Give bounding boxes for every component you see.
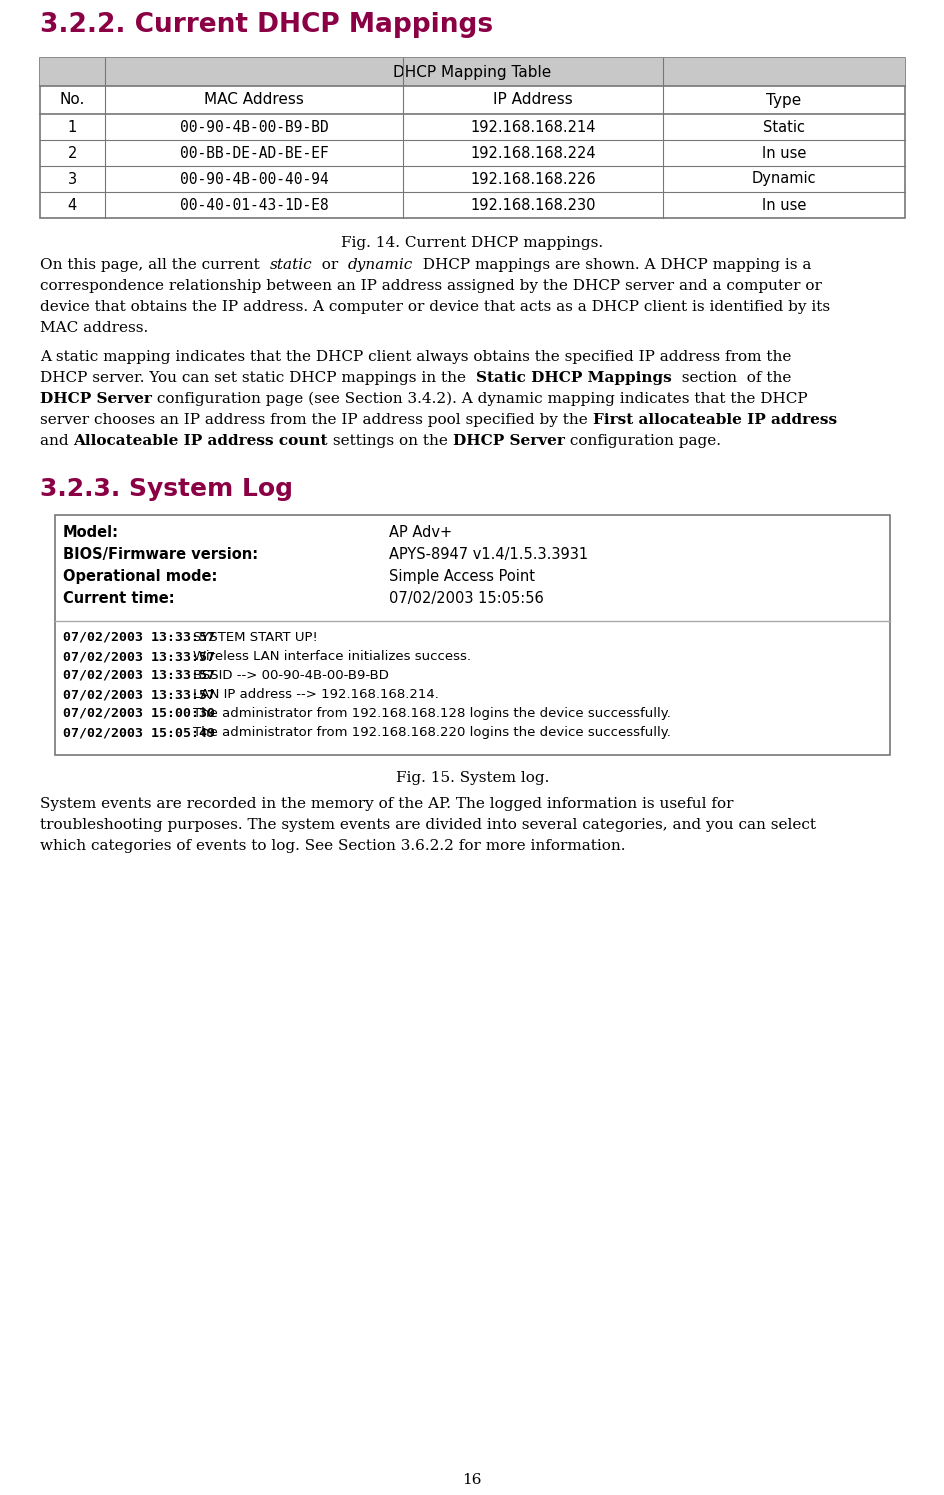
Text: Static DHCP Mappings: Static DHCP Mappings xyxy=(476,371,671,386)
Text: DHCP Server: DHCP Server xyxy=(40,392,152,407)
Text: Allocateable IP address count: Allocateable IP address count xyxy=(74,434,328,448)
Text: 3.2.3. System Log: 3.2.3. System Log xyxy=(40,477,293,501)
Text: 192.168.168.226: 192.168.168.226 xyxy=(470,172,596,187)
Text: DHCP mappings are shown. A DHCP mapping is a: DHCP mappings are shown. A DHCP mapping … xyxy=(413,259,812,272)
Bar xyxy=(40,58,905,87)
Text: Model:: Model: xyxy=(63,525,119,540)
Text: First allocateable IP address: First allocateable IP address xyxy=(593,413,836,428)
Text: Static: Static xyxy=(763,120,805,135)
Text: Wireless LAN interface initializes success.: Wireless LAN interface initializes succe… xyxy=(193,650,471,662)
Text: System events are recorded in the memory of the AP. The logged information is us: System events are recorded in the memory… xyxy=(40,797,733,810)
Text: configuration page (see Section 3.4.2). A dynamic mapping indicates that the DHC: configuration page (see Section 3.4.2). … xyxy=(152,392,807,407)
Text: On this page, all the current: On this page, all the current xyxy=(40,259,269,272)
Text: 16: 16 xyxy=(463,1473,481,1488)
Text: 192.168.168.230: 192.168.168.230 xyxy=(470,197,596,212)
Text: device that obtains the IP address. A computer or device that acts as a DHCP cli: device that obtains the IP address. A co… xyxy=(40,300,830,314)
Text: In use: In use xyxy=(762,197,806,212)
Text: 3.2.2. Current DHCP Mappings: 3.2.2. Current DHCP Mappings xyxy=(40,12,493,37)
Text: 192.168.168.214: 192.168.168.214 xyxy=(470,120,596,135)
Text: No.: No. xyxy=(59,93,85,108)
Text: server chooses an IP address from the IP address pool specified by the: server chooses an IP address from the IP… xyxy=(40,413,593,428)
Text: DHCP Mapping Table: DHCP Mapping Table xyxy=(394,64,551,79)
Text: and: and xyxy=(40,434,74,448)
Text: 00-90-4B-00-40-94: 00-90-4B-00-40-94 xyxy=(179,172,329,187)
Text: dynamic: dynamic xyxy=(348,259,413,272)
Text: APYS-8947 v1.4/1.5.3.3931: APYS-8947 v1.4/1.5.3.3931 xyxy=(389,547,588,562)
Text: BSSID --> 00-90-4B-00-B9-BD: BSSID --> 00-90-4B-00-B9-BD xyxy=(193,668,389,682)
Text: Type: Type xyxy=(767,93,801,108)
Text: 4: 4 xyxy=(68,197,77,212)
Text: SYSTEM START UP!: SYSTEM START UP! xyxy=(193,631,318,644)
Text: Simple Access Point: Simple Access Point xyxy=(389,570,535,585)
Text: Fig. 14. Current DHCP mappings.: Fig. 14. Current DHCP mappings. xyxy=(342,236,603,250)
Text: The administrator from 192.168.168.220 logins the device successfully.: The administrator from 192.168.168.220 l… xyxy=(193,727,671,739)
Text: or: or xyxy=(312,259,348,272)
Text: 3: 3 xyxy=(68,172,77,187)
Text: settings on the: settings on the xyxy=(328,434,453,448)
Text: BIOS/Firmware version:: BIOS/Firmware version: xyxy=(63,547,258,562)
Text: In use: In use xyxy=(762,145,806,160)
Text: The administrator from 192.168.168.128 logins the device successfully.: The administrator from 192.168.168.128 l… xyxy=(193,707,671,721)
Text: 07/02/2003 15:05:49: 07/02/2003 15:05:49 xyxy=(63,727,215,739)
Text: 07/02/2003 13:33:57: 07/02/2003 13:33:57 xyxy=(63,631,215,644)
Text: 192.168.168.224: 192.168.168.224 xyxy=(470,145,596,160)
Text: 07/02/2003 13:33:57: 07/02/2003 13:33:57 xyxy=(63,650,215,662)
Bar xyxy=(55,514,890,755)
Text: 1: 1 xyxy=(68,120,77,135)
Bar xyxy=(40,58,905,218)
Text: 07/02/2003 13:33:57: 07/02/2003 13:33:57 xyxy=(63,668,215,682)
Text: 00-90-4B-00-B9-BD: 00-90-4B-00-B9-BD xyxy=(179,120,329,135)
Text: 07/02/2003 13:33:57: 07/02/2003 13:33:57 xyxy=(63,688,215,701)
Text: configuration page.: configuration page. xyxy=(565,434,720,448)
Text: section  of the: section of the xyxy=(671,371,791,386)
Text: DHCP Server: DHCP Server xyxy=(453,434,565,448)
Text: Fig. 15. System log.: Fig. 15. System log. xyxy=(396,771,549,785)
Text: Current time:: Current time: xyxy=(63,591,175,605)
Text: 07/02/2003 15:05:56: 07/02/2003 15:05:56 xyxy=(389,591,544,605)
Text: 07/02/2003 15:00:30: 07/02/2003 15:00:30 xyxy=(63,707,215,721)
Text: DHCP server. You can set static DHCP mappings in the: DHCP server. You can set static DHCP map… xyxy=(40,371,476,386)
Text: 00-BB-DE-AD-BE-EF: 00-BB-DE-AD-BE-EF xyxy=(179,145,329,160)
Text: correspondence relationship between an IP address assigned by the DHCP server an: correspondence relationship between an I… xyxy=(40,280,822,293)
Text: 2: 2 xyxy=(68,145,77,160)
Text: 00-40-01-43-1D-E8: 00-40-01-43-1D-E8 xyxy=(179,197,329,212)
Text: Operational mode:: Operational mode: xyxy=(63,570,217,585)
Text: IP Address: IP Address xyxy=(493,93,573,108)
Text: LAN IP address --> 192.168.168.214.: LAN IP address --> 192.168.168.214. xyxy=(193,688,439,701)
Text: Dynamic: Dynamic xyxy=(751,172,817,187)
Text: troubleshooting purposes. The system events are divided into several categories,: troubleshooting purposes. The system eve… xyxy=(40,818,816,833)
Text: MAC address.: MAC address. xyxy=(40,321,148,335)
Text: static: static xyxy=(269,259,312,272)
Text: MAC Address: MAC Address xyxy=(204,93,304,108)
Text: which categories of events to log. See Section 3.6.2.2 for more information.: which categories of events to log. See S… xyxy=(40,839,626,854)
Text: AP Adv+: AP Adv+ xyxy=(389,525,452,540)
Text: A static mapping indicates that the DHCP client always obtains the specified IP : A static mapping indicates that the DHCP… xyxy=(40,350,791,363)
